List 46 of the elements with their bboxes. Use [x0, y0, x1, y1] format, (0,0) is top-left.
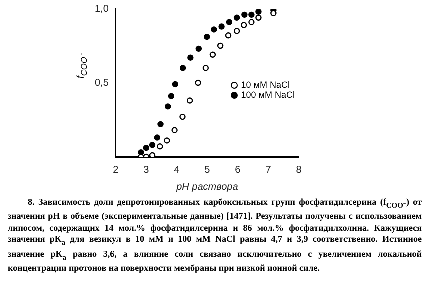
point	[149, 152, 156, 157]
point	[195, 80, 202, 86]
point	[186, 98, 194, 104]
point	[234, 14, 240, 21]
x-tick-label: 2	[113, 164, 120, 176]
point	[143, 145, 150, 152]
point	[172, 127, 178, 134]
point	[168, 93, 175, 100]
legend-label: 10 мМ NaCl	[241, 80, 290, 90]
point	[225, 32, 232, 39]
point	[248, 19, 255, 26]
point	[180, 114, 186, 120]
point	[234, 28, 240, 34]
x-tick-label: 8	[296, 164, 302, 176]
x-axis-title: pH раствора	[176, 182, 239, 193]
point	[240, 22, 248, 28]
point	[164, 104, 172, 110]
text: 8. Зависимость доли депротонированных карбоксильных групп фосфатидилсерина (f$_{COO⁻}$) от значения pH в объеме (экспериментальные данные) [1471]. Результаты получены с использованием липосом, содержащих 14 мол.% фосфатидилсерина и 86 мол.% фосфатидилхолина. Кажущиеся значения pK$_{a}$ для везикул в 10 мМ и 100 мМ NaCl равны 4,7 и 3,9 соответственно. Истинное значение pK$_{a}$ равно 3,6, а влияние соли связано исключительно с увеличением локальной концентрации протонов на поверхности мембраны при низкой ионной силе.	[8, 197, 422, 273]
x-tick-label: 5	[204, 164, 211, 176]
point	[256, 9, 262, 16]
point	[242, 12, 248, 18]
point	[164, 138, 170, 144]
point	[256, 14, 262, 21]
point	[226, 19, 233, 26]
x-tick-label: 6	[235, 164, 242, 176]
y-tick-label: 0,5	[94, 78, 110, 89]
point	[158, 121, 164, 128]
legend-label: 100 мМ NaCl	[241, 90, 295, 100]
point	[196, 46, 202, 52]
point	[211, 26, 218, 33]
point	[188, 54, 194, 61]
point	[204, 34, 210, 40]
point	[172, 81, 179, 88]
point	[149, 142, 156, 148]
x-tick-label: 4	[174, 164, 180, 176]
point	[157, 144, 164, 150]
x-tick-label: 3	[144, 164, 150, 176]
point	[154, 134, 161, 141]
point	[218, 24, 225, 30]
x-tick-label: 7	[266, 164, 272, 176]
point	[180, 65, 186, 72]
point	[210, 52, 216, 58]
y-tick-label: 1,0	[94, 4, 110, 15]
point	[202, 65, 210, 72]
point	[217, 42, 224, 50]
point	[248, 12, 255, 18]
